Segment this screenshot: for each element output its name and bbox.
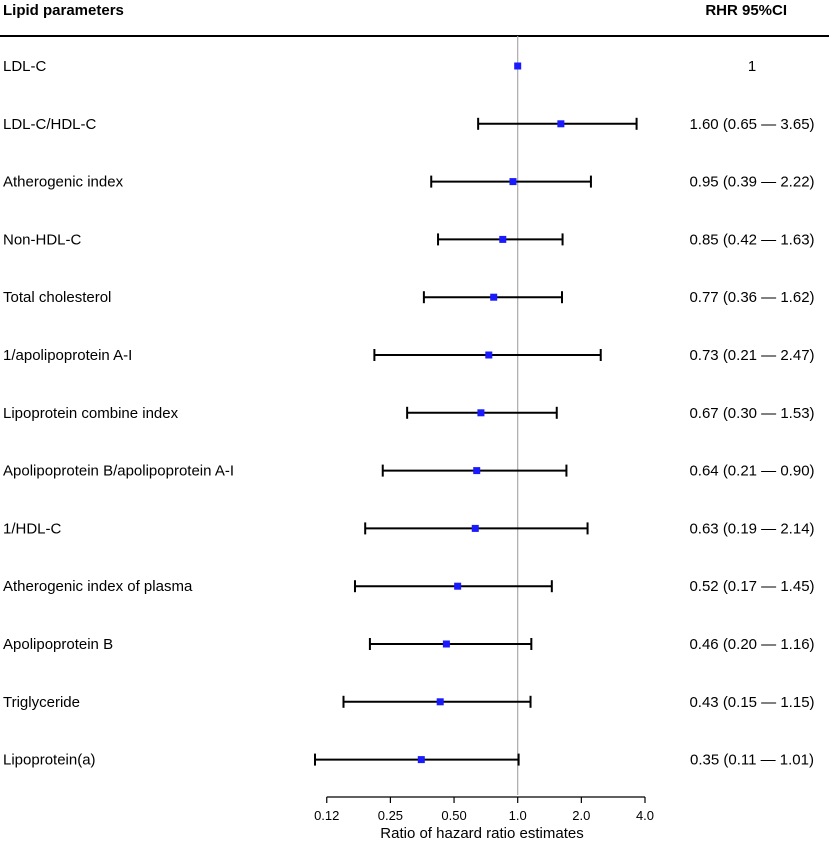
- forest-row: 1/HDL-C 0.63 (0.19 — 2.14): [3, 520, 815, 537]
- row-ci-text: 1: [748, 58, 756, 75]
- forest-rows: LDL-C 1 LDL-C/HDL-C 1.60 (0.65 — 3.65) Ather…: [3, 58, 815, 769]
- forest-row: 1/apolipoprotein A-I 0.73 (0.21 — 2.47): [3, 347, 815, 364]
- x-tick-label: 2.0: [572, 808, 590, 823]
- row-label: Apolipoprotein B/apolipoprotein A-I: [3, 463, 234, 480]
- forest-row: LDL-C 1: [3, 58, 756, 75]
- forest-row: Atherogenic index of plasma 0.52 (0.17 — …: [3, 578, 815, 595]
- point-estimate: [436, 698, 444, 706]
- point-estimate: [499, 235, 507, 243]
- header-lipid-parameters: Lipid parameters: [3, 2, 124, 19]
- forest-row: Total cholesterol 0.77 (0.36 — 1.62): [3, 289, 815, 306]
- point-estimate: [490, 293, 498, 301]
- forest-row: Apolipoprotein B 0.46 (0.20 — 1.16): [3, 636, 815, 653]
- row-label: LDL-C: [3, 58, 47, 75]
- row-ci-text: 0.63 (0.19 — 2.14): [689, 520, 814, 537]
- row-label: 1/apolipoprotein A-I: [3, 347, 132, 364]
- row-ci-text: 1.60 (0.65 — 3.65): [689, 116, 814, 133]
- point-estimate: [442, 640, 450, 648]
- forest-row: Apolipoprotein B/apolipoprotein A-I 0.64 …: [3, 463, 815, 480]
- x-tick-label: 0.50: [441, 808, 466, 823]
- row-label: Lipoprotein combine index: [3, 405, 179, 422]
- row-label: Apolipoprotein B: [3, 636, 113, 653]
- row-ci-text: 0.85 (0.42 — 1.63): [689, 231, 814, 248]
- row-label: Lipoprotein(a): [3, 752, 96, 769]
- x-tick-label: 4.0: [636, 808, 654, 823]
- point-estimate: [477, 409, 485, 417]
- point-estimate: [485, 351, 493, 359]
- forest-row: Non-HDL-C 0.85 (0.42 — 1.63): [3, 231, 815, 248]
- row-label: LDL-C/HDL-C: [3, 116, 97, 133]
- point-estimate: [473, 467, 481, 475]
- row-ci-text: 0.67 (0.30 — 1.53): [689, 405, 814, 422]
- row-label: 1/HDL-C: [3, 520, 62, 537]
- row-label: Atherogenic index: [3, 174, 124, 191]
- x-axis-ticks: 0.12 0.25 0.50 1.0 2.0 4.0: [314, 797, 654, 823]
- row-ci-text: 0.52 (0.17 — 1.45): [689, 578, 814, 595]
- forest-row: Lipoprotein combine index 0.67 (0.30 — 1.…: [3, 405, 815, 422]
- row-ci-text: 0.64 (0.21 — 0.90): [689, 463, 814, 480]
- row-ci-text: 0.95 (0.39 — 2.22): [689, 174, 814, 191]
- forest-row: LDL-C/HDL-C 1.60 (0.65 — 3.65): [3, 116, 815, 133]
- x-tick-label: 1.0: [509, 808, 527, 823]
- x-axis: 0.12 0.25 0.50 1.0 2.0 4.0 Ratio of hazard ra…: [314, 796, 654, 842]
- row-ci-text: 0.43 (0.15 — 1.15): [689, 694, 814, 711]
- row-label: Triglyceride: [3, 694, 80, 711]
- point-estimate: [509, 178, 517, 186]
- row-ci-text: 0.77 (0.36 — 1.62): [689, 289, 814, 306]
- row-label: Non-HDL-C: [3, 231, 82, 248]
- point-estimate: [454, 582, 462, 590]
- row-ci-text: 0.46 (0.20 — 1.16): [689, 636, 814, 653]
- point-estimate: [417, 756, 425, 764]
- row-ci-text: 0.73 (0.21 — 2.47): [689, 347, 814, 364]
- x-tick-label: 0.25: [378, 808, 403, 823]
- point-estimate: [557, 120, 565, 128]
- forest-row: Triglyceride 0.43 (0.15 — 1.15): [3, 694, 815, 711]
- x-tick-label: 0.12: [314, 808, 339, 823]
- forest-row: Lipoprotein(a) 0.35 (0.11 — 1.01): [3, 752, 814, 769]
- forest-row: Atherogenic index 0.95 (0.39 — 2.22): [3, 174, 815, 191]
- row-label: Atherogenic index of plasma: [3, 578, 193, 595]
- row-ci-text: 0.35 (0.11 — 1.01): [690, 752, 814, 769]
- point-estimate: [471, 524, 479, 532]
- point-estimate: [514, 62, 522, 70]
- header-rhr-ci: RHR 95%CI: [705, 2, 787, 19]
- row-label: Total cholesterol: [3, 289, 111, 306]
- x-axis-label: Ratio of hazard ratio estimates: [380, 825, 583, 842]
